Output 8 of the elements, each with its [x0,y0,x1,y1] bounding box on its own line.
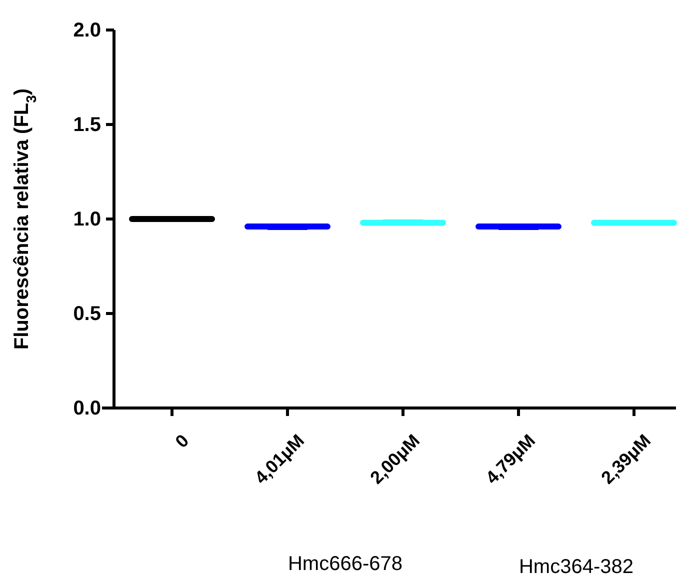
text: Hmc364-382 [518,556,634,578]
x-tick-label: 0 [171,430,193,452]
y-tick-label: 0.5 [73,302,101,325]
y-tick-label: 2.0 [73,19,101,42]
y-tick-label: 1.0 [73,208,101,230]
y-tick-label: 1.5 [73,114,101,136]
text: Hmc666-678 [288,553,403,575]
y-tick-label: 0.0 [73,397,101,420]
